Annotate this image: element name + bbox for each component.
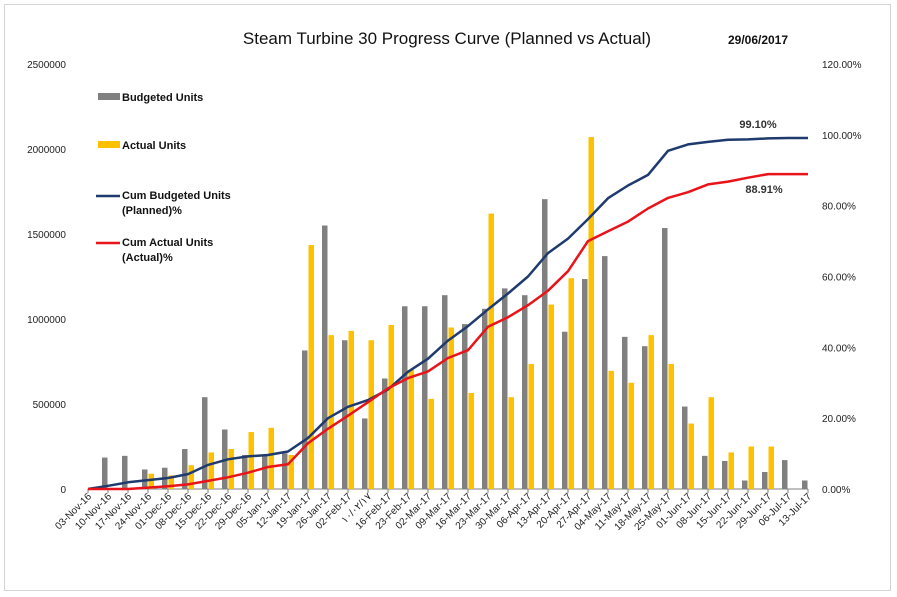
actual-bar — [228, 449, 234, 489]
budgeted-bar — [102, 457, 108, 489]
actual-bar — [208, 452, 214, 489]
budgeted-bar — [322, 225, 328, 489]
actual-bar — [608, 370, 614, 489]
actual-bar — [488, 213, 494, 489]
y-left-tick-label: 500000 — [33, 400, 67, 411]
actual-bar — [188, 465, 194, 489]
legend-planned-label-line2: (Planned)% — [122, 205, 182, 217]
budgeted-bar — [802, 480, 808, 489]
legend-budgeted-label: Budgeted Units — [122, 92, 203, 104]
actual-bar — [268, 427, 274, 489]
budgeted-bar — [702, 455, 708, 489]
actual-bar — [648, 335, 654, 489]
planned-end-label: 99.10% — [739, 119, 777, 131]
actual-bar — [148, 473, 154, 489]
actual-bar — [368, 340, 374, 489]
actual-bar — [308, 245, 314, 489]
actual-bar — [728, 452, 734, 489]
budgeted-bar — [742, 480, 748, 489]
report-date: 29/06/2017 — [728, 33, 788, 47]
budgeted-bar — [722, 460, 728, 489]
budgeted-bar — [382, 378, 388, 489]
budgeted-bar — [362, 418, 368, 489]
budgeted-bar — [282, 453, 288, 489]
budgeted-bar — [462, 324, 468, 489]
actual-bar — [768, 446, 774, 489]
y-right-tick-label: 60.00% — [822, 273, 856, 284]
actual-bar — [388, 324, 394, 489]
legend: Budgeted Units Actual Units Cum Budgeted U… — [96, 92, 231, 264]
actual-end-label: 88.91% — [745, 184, 783, 196]
actual-bar — [588, 137, 594, 489]
actual-bar — [168, 475, 174, 489]
actual-bar — [288, 455, 294, 489]
budgeted-bar — [182, 449, 188, 489]
actual-bar — [528, 364, 534, 489]
budgeted-bar — [422, 306, 428, 489]
budgeted-bar — [442, 295, 448, 489]
budgeted-bar — [662, 228, 668, 490]
cum-actual-line — [88, 172, 808, 491]
budgeted-bar — [562, 331, 568, 489]
y-right-tick-label: 40.00% — [822, 343, 856, 354]
budgeted-bar — [202, 397, 208, 489]
legend-actual-label: Actual Units — [122, 140, 186, 152]
y-left-tick-label: 1000000 — [27, 315, 66, 326]
budgeted-bar — [122, 455, 128, 489]
budgeted-bar — [602, 256, 608, 489]
budgeted-bar — [542, 199, 548, 489]
y-left-tick-label: 2000000 — [27, 145, 66, 156]
bars — [102, 137, 808, 490]
y-left-tick-label: 1500000 — [27, 230, 66, 241]
y-right-tick-label: 100.00% — [822, 131, 862, 142]
actual-bar — [668, 364, 674, 489]
actual-bar — [248, 432, 254, 489]
budgeted-bar — [682, 406, 688, 489]
actual-bar — [468, 392, 474, 489]
y-left-tick-label: 0 — [60, 485, 66, 496]
actual-bar — [548, 304, 554, 489]
legend-cum-actual-label-line1: Cum Actual Units — [122, 237, 213, 249]
legend-actual-swatch — [98, 141, 120, 148]
budgeted-bar — [642, 346, 648, 489]
budgeted-bar — [522, 295, 528, 489]
y-right-tick-label: 0.00% — [822, 485, 850, 496]
y-left-tick-label: 2500000 — [27, 60, 66, 71]
actual-bar — [448, 327, 454, 489]
budgeted-bar — [762, 472, 768, 489]
chart-title: Steam Turbine 30 Progress Curve (Planned… — [243, 29, 651, 48]
actual-bar — [328, 335, 334, 489]
actual-bar — [508, 397, 514, 489]
cum-planned-line — [87, 136, 808, 491]
budgeted-bar — [622, 336, 628, 489]
actual-bar — [408, 370, 414, 489]
actual-bar — [568, 278, 574, 489]
actual-bar — [628, 382, 634, 489]
budgeted-bar — [482, 308, 488, 489]
budgeted-bar — [402, 306, 408, 489]
y-right-tick-label: 80.00% — [822, 202, 856, 213]
actual-bar — [748, 446, 754, 489]
actual-bar — [708, 397, 714, 489]
budgeted-bar — [302, 350, 308, 489]
actual-bar — [348, 330, 354, 489]
legend-planned-label-line1: Cum Budgeted Units — [122, 190, 231, 202]
budgeted-bar — [342, 340, 348, 489]
legend-budgeted-swatch — [98, 93, 120, 100]
lines: 99.10% 88.91% — [87, 119, 808, 491]
budgeted-bar — [262, 455, 268, 489]
y-right-tick-label: 20.00% — [822, 414, 856, 425]
budgeted-bar — [582, 279, 588, 489]
chart-frame — [4, 4, 891, 591]
legend-cum-actual-label-line2: (Actual)% — [122, 252, 173, 264]
actual-bar — [688, 423, 694, 489]
actual-bar — [428, 398, 434, 489]
budgeted-bar — [242, 455, 248, 489]
budgeted-bar — [782, 460, 788, 489]
budgeted-bar — [502, 288, 508, 489]
y-right-tick-label: 120.00% — [822, 60, 862, 71]
